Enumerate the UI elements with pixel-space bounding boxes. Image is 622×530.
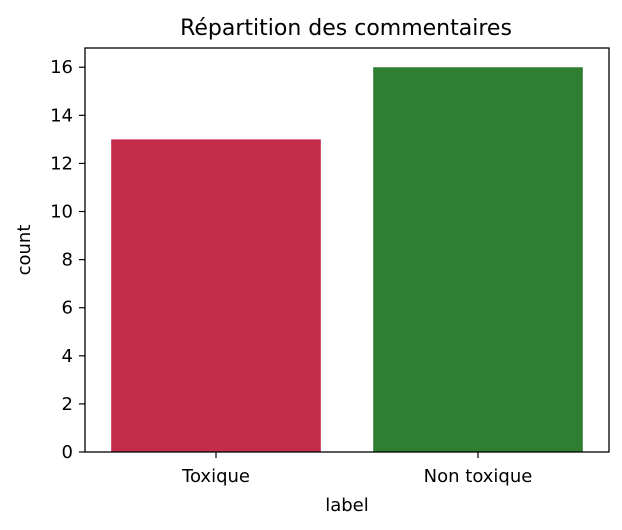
y-tick-label: 10 [50,202,73,223]
bars [111,67,583,452]
y-tick-label: 4 [62,346,73,367]
y-tick-label: 0 [62,442,73,463]
y-axis-label: count [14,225,35,276]
y-axis-ticks: 0 2 4 6 8 10 12 14 16 [50,57,85,463]
y-tick-label: 6 [62,298,73,319]
x-axis-label: label [325,495,369,516]
x-tick-label: Toxique [181,466,250,487]
y-tick-label: 2 [62,394,73,415]
y-tick-label: 16 [50,57,73,78]
bar-toxique [111,139,321,452]
x-tick-label: Non toxique [424,466,533,487]
y-tick-label: 14 [50,105,73,126]
x-axis-ticks: Toxique Non toxique [181,452,532,487]
y-tick-label: 12 [50,153,73,174]
chart-title: Répartition des commentaires [180,16,512,41]
y-tick-label: 8 [62,250,73,271]
bar-non-toxique [373,67,583,452]
plot-frame [84,47,610,453]
